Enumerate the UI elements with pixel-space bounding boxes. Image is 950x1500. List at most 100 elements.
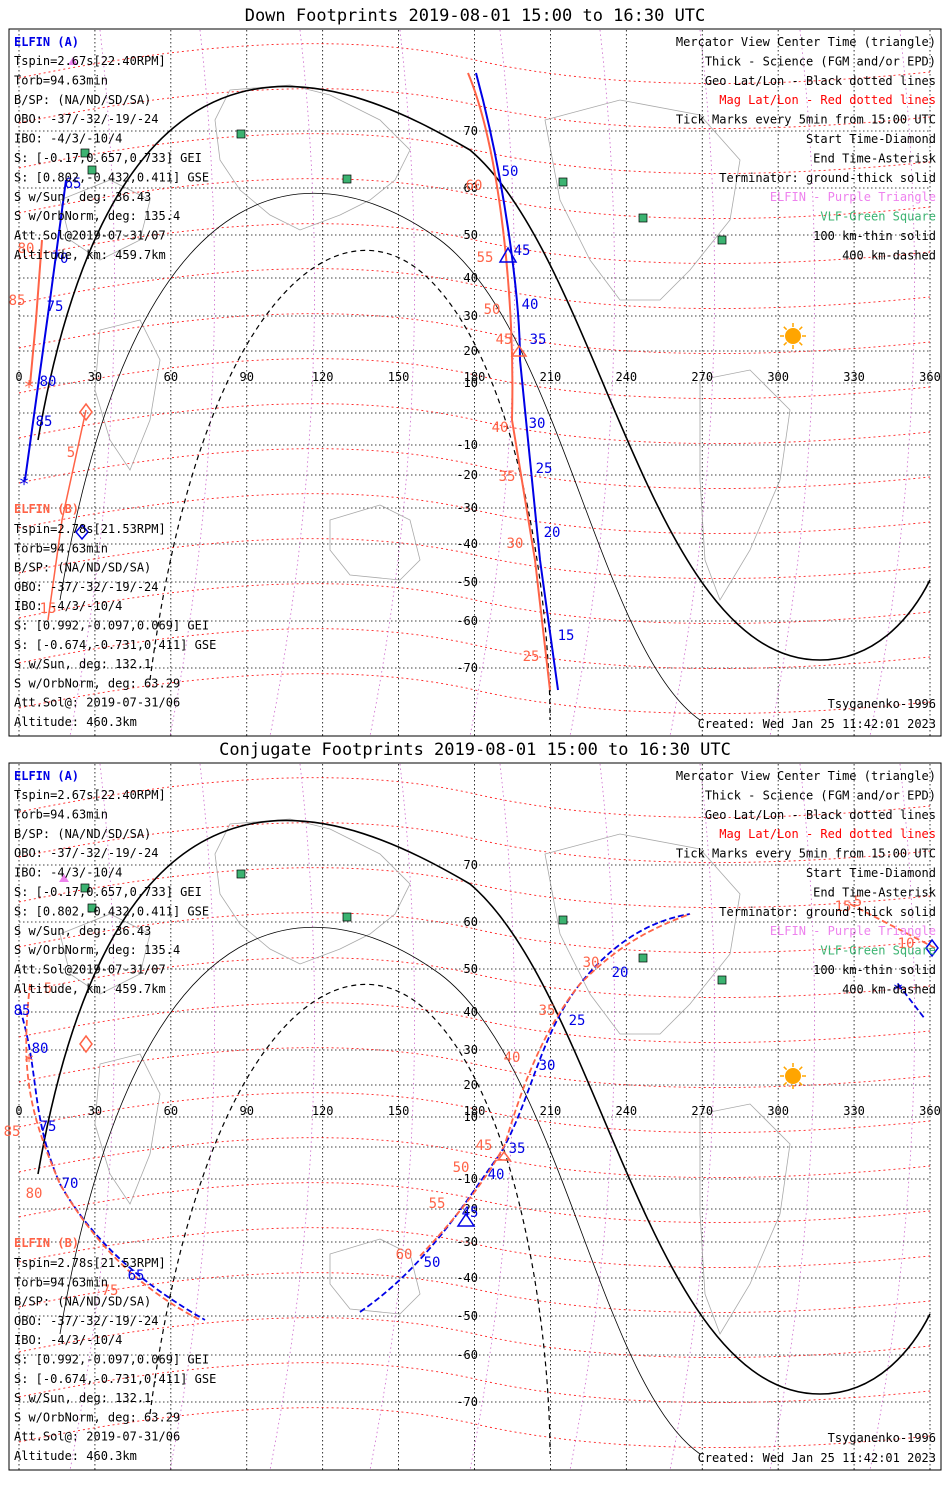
lat-tick-label: 60 xyxy=(464,915,478,929)
coastline xyxy=(544,833,741,1035)
elfin-b-info-line: Tspin=2.78s[21.53RPM] xyxy=(14,1256,166,1270)
legend-entry: Geo Lat/Lon - Black dotted lines xyxy=(705,74,936,88)
coastline xyxy=(329,504,421,581)
elfin-a-info-line: Torb=94.63min xyxy=(14,807,108,821)
elfin-b-track-south xyxy=(47,409,87,621)
lon-tick-label: 180 xyxy=(464,370,486,384)
elfin-a-info-line: Tspin=2.67s[22.40RPM] xyxy=(14,788,166,802)
legend-entry: Thick - Science (FGM and/or EPD) xyxy=(705,788,936,802)
elfin-a-tick-label: 20 xyxy=(544,525,561,541)
elfin-a-tick-label: 75 xyxy=(40,1119,57,1135)
legend-entry: ELFIN - Purple Triangle xyxy=(770,924,936,938)
coastline xyxy=(214,84,411,231)
elfin-a-tick-label: 25 xyxy=(569,1013,586,1029)
vlf-station-square xyxy=(236,129,246,139)
elfin-b-info-line: Torb=94.63min xyxy=(14,541,108,555)
panel-title-down: Down Footprints 2019-08-01 15:00 to 16:3… xyxy=(244,6,706,26)
vlf-station-square xyxy=(342,174,352,184)
elfin-a-info-line: Att.Sol@2019-07-31/07 xyxy=(14,963,166,977)
lon-tick-label: 90 xyxy=(240,370,254,384)
elfin-b-info-line: OBO: -37/-32/-19/-24 xyxy=(14,580,159,594)
elfin-b-track xyxy=(467,72,551,691)
legend-entry: Mercator View Center Time (triangle) xyxy=(676,35,936,49)
legend-entry: ELFIN - Purple Triangle xyxy=(770,190,936,204)
lat-tick-label: 50 xyxy=(464,962,478,976)
lat-tick-label: 10 xyxy=(464,376,478,390)
lon-tick-label: 360 xyxy=(919,370,941,384)
elfin-b-info-line: Att.Sol@: 2019-07-31/06 xyxy=(14,696,180,710)
lon-tick-label: 180 xyxy=(464,1104,486,1118)
mag-meridian xyxy=(269,29,315,737)
view-center-triangle-a xyxy=(498,246,518,263)
lon-tick-label: 120 xyxy=(312,370,334,384)
elfin-b-tick-label: 30 xyxy=(507,536,524,552)
start-diamond-a xyxy=(75,523,89,541)
elfin-b-tick-label: 80 xyxy=(18,241,35,257)
elfin-b-tick-label: 40 xyxy=(504,1050,521,1066)
sun-icon xyxy=(785,1068,801,1084)
elfin-a-track-west xyxy=(19,1008,206,1321)
vlf-station-square xyxy=(87,903,97,913)
lon-tick-label: 270 xyxy=(691,370,713,384)
sun-ray xyxy=(783,341,788,346)
legend-entry: VLF-Green Square xyxy=(820,210,936,224)
lat-tick-label: -30 xyxy=(456,1235,478,1249)
vlf-station-square xyxy=(80,883,90,893)
vlf-station-square xyxy=(717,235,727,245)
elfin-a-info-line: IBO: -4/3/-10/4 xyxy=(14,132,122,146)
sun-ray xyxy=(798,341,803,346)
created-timestamp: Created: Wed Jan 25 11:42:01 2023 xyxy=(698,1451,936,1465)
legend-entry: End Time-Asterisk xyxy=(813,885,937,899)
elfin-a-info-line: Altitude, km: 459.7km xyxy=(14,248,166,262)
elfin-b-info-line: B/SP: (NA/ND/SD/SA) xyxy=(14,561,151,575)
elfin-b-info-line: Tspin=2.78s[21.53RPM] xyxy=(14,522,166,536)
elfin-b-tick-label: 30 xyxy=(583,955,600,971)
elfin-a-tick-label: 65 xyxy=(65,176,82,192)
lon-tick-label: 30 xyxy=(88,1104,102,1118)
elfin-b-tick-label: 5 xyxy=(44,981,52,997)
elfin-a-tick-label: 70 xyxy=(52,251,69,267)
lat-tick-label: -10 xyxy=(456,438,478,452)
elfin-a-track xyxy=(475,72,559,691)
vlf-station-square xyxy=(342,912,352,922)
elfin-b-info-line: OBO: -37/-32/-19/-24 xyxy=(14,1314,159,1328)
view-center-triangle-b xyxy=(510,344,528,357)
lat-tick-label: -50 xyxy=(456,1309,478,1323)
mag-meridian xyxy=(69,763,115,1471)
lon-tick-label: 240 xyxy=(615,1104,637,1118)
elfin-b-tick-label: 15 xyxy=(40,601,57,617)
lat-tick-label: -50 xyxy=(456,575,478,589)
elfin-b-header: ELFIN (B) xyxy=(14,1236,79,1250)
lat-tick-label: 50 xyxy=(464,228,478,242)
elfin-a-tick-label: 50 xyxy=(502,164,519,180)
elfin-a-tick-label: 70 xyxy=(62,1176,79,1192)
mag-meridian xyxy=(169,763,215,1471)
elfin-a-tick-label: 40 xyxy=(488,1167,505,1183)
elfin-a-info-line: OBO: -37/-32/-19/-24 xyxy=(14,112,159,126)
elfin-b-tick-label: 55 xyxy=(477,250,494,266)
elfin-a-header: ELFIN (A) xyxy=(14,769,79,783)
elfin-a-tick-label: 85 xyxy=(36,414,53,430)
elfin-b-tick-label: 35 xyxy=(539,1003,556,1019)
legend-entry: Mercator View Center Time (triangle) xyxy=(676,769,936,783)
elfin-b-info-line: Torb=94.63min xyxy=(14,1275,108,1289)
elfin-a-tick-label: 85 xyxy=(14,1003,31,1019)
elfin-b-tick-label: 80 xyxy=(26,1186,43,1202)
mag-meridian xyxy=(869,763,915,1471)
elfin-b-info-line: S w/OrbNorm, deg: 63.29 xyxy=(14,676,180,690)
mag-meridian xyxy=(169,29,215,737)
elfin-a-info-line: IBO: -4/3/-10/4 xyxy=(14,866,122,880)
elfin-b-info-line: S w/Sun, deg: 132.1 xyxy=(14,1391,151,1405)
coastline xyxy=(329,1238,421,1315)
lat-tick-label: -60 xyxy=(456,614,478,628)
sun-ray xyxy=(798,326,803,331)
elfin-b-tick-label: 45 xyxy=(496,332,513,348)
mag-meridian xyxy=(769,29,815,737)
coastline xyxy=(544,99,741,301)
vlf-station-square xyxy=(558,177,568,187)
lat-tick-label: 10 xyxy=(464,1110,478,1124)
map-panel-down: 0 30 60 90 120 150 180 210 240 270 300 330 360 70 60 50… xyxy=(8,28,942,737)
lat-tick-label: 20 xyxy=(464,1078,478,1092)
lat-tick-label: -70 xyxy=(456,661,478,675)
vlf-station-square xyxy=(87,165,97,175)
